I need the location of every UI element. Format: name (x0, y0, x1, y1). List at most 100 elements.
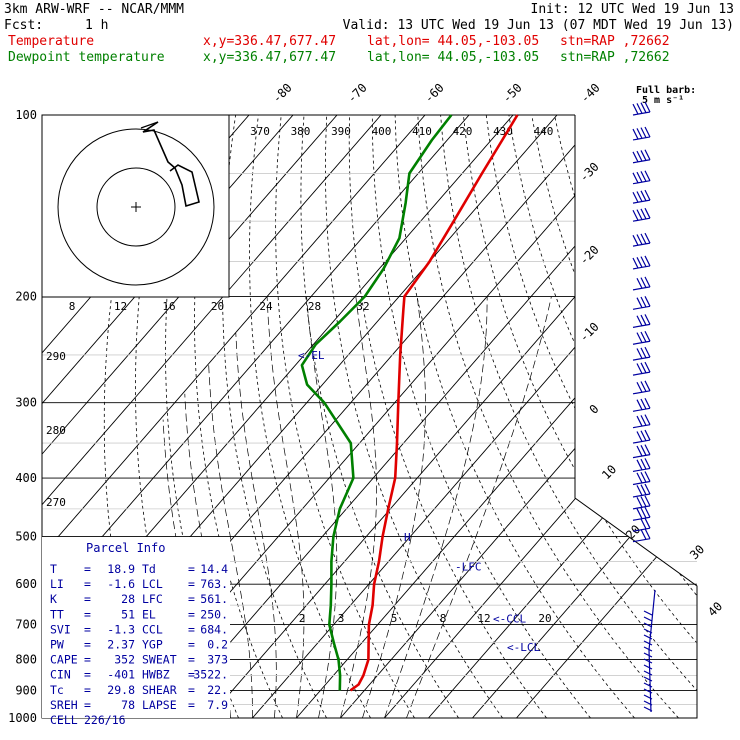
theta-e-label: 400 (372, 125, 392, 138)
model-title: 3km ARW-WRF -- NCAR/MMM (4, 2, 184, 17)
wind-barb (632, 296, 651, 310)
wind-barb (632, 232, 651, 247)
parcel-row-separator: = (188, 638, 195, 652)
moist-adiabat (235, 333, 277, 718)
pressure-tick-label: 500 (15, 529, 37, 543)
valid-time: Valid: 13 UTC Wed 19 Jun 13 (07 MDT Wed … (343, 18, 734, 33)
isotherm (42, 115, 382, 718)
hodograph-scale-tick: 16 (162, 300, 175, 313)
isotherm (296, 115, 697, 718)
parcel-info-panel (42, 537, 230, 718)
pressure-tick-label: 400 (15, 471, 37, 485)
parcel-row-key: HWBZ (142, 668, 170, 682)
hodograph-scale-tick: 12 (114, 300, 127, 313)
pressure-tick-label: 200 (15, 290, 37, 304)
parcel-row-separator: = (84, 683, 91, 697)
barb-legend-title: Full barb: (636, 85, 696, 96)
header: 3km ARW-WRF -- NCAR/MMM Init: 12 UTC Wed… (4, 2, 734, 65)
wind-barb (632, 170, 651, 185)
parcel-row-key: SWEAT (142, 653, 177, 667)
level-marker-label: -LFC (455, 561, 482, 574)
pressure-tick-label: 1000 (8, 711, 37, 725)
parcel-row-key: CIN (50, 668, 71, 682)
pressure-tick-label: 700 (15, 618, 37, 632)
wind-barb (632, 330, 651, 345)
parcel-row-key: T (50, 562, 57, 576)
parcel-row-key: CAPE (50, 653, 78, 667)
wind-barb (632, 346, 651, 361)
hodograph-storm-vector (140, 121, 159, 129)
wind-barb (632, 528, 651, 543)
parcel-row-separator: = (188, 562, 195, 576)
parcel-row-key: LI (50, 577, 64, 591)
parcel-row-separator: = (84, 668, 91, 682)
parcel-row-value: 14.4 (200, 562, 228, 576)
parcel-row-key: SREH (50, 698, 78, 712)
parcel-row-separator: = (84, 562, 91, 576)
mixing-ratio-label: 20 (538, 612, 551, 625)
wind-barb (632, 255, 651, 270)
level-marker-label: <-LCL (507, 641, 540, 654)
theta-e-label: 370 (250, 125, 270, 138)
parcel-row-separator: = (188, 683, 195, 697)
parcel-row-value: 18.9 (107, 562, 135, 576)
theta-e-label: 380 (291, 125, 311, 138)
parcel-row-value: -1.3 (107, 622, 135, 636)
theta-e-label: 420 (453, 125, 473, 138)
dewpoint-station: stn=RAP ,72662 (560, 50, 670, 65)
parcel-row-value: 28 (121, 592, 135, 606)
mixing-ratio-label: 2 (299, 612, 306, 625)
parcel-row-key: Td (142, 562, 156, 576)
wind-barb-low-levels (643, 589, 656, 713)
mixing-ratio-label: 12 (477, 612, 490, 625)
parcel-row-separator: = (84, 653, 91, 667)
parcel-row-separator: = (84, 698, 91, 712)
hodograph-ring (57, 128, 215, 286)
parcel-row-separator: = (84, 592, 91, 606)
parcel-row-value: 29.8 (107, 683, 135, 697)
wind-barb (632, 444, 651, 459)
wind-barb (632, 471, 651, 486)
init-time: Init: 12 UTC Wed 19 Jun 13 (531, 2, 735, 17)
parcel-row-key: K (50, 592, 57, 606)
wind-barb (632, 380, 651, 395)
isotherm (516, 115, 697, 718)
wind-barb (632, 495, 651, 510)
wind-barb (632, 361, 651, 376)
wind-barb (632, 398, 651, 412)
wind-barb (632, 429, 651, 444)
wind-barb (632, 314, 651, 328)
parcel-row-separator: = (84, 607, 91, 621)
wind-barb (632, 149, 651, 164)
parcel-row-separator: = (188, 577, 195, 591)
parcel-row-separator: = (84, 638, 91, 652)
barb-legend-unit: 5 m s⁻¹ (642, 95, 684, 106)
parcel-row-value: 352 (114, 653, 135, 667)
theta-e-label: 410 (412, 125, 432, 138)
parcel-row-value: 373 (207, 653, 228, 667)
level-marker-label: <-EL (298, 349, 325, 362)
parcel-row-value: 78 (121, 698, 135, 712)
theta-label: 290 (46, 350, 66, 363)
parcel-row-value: 22. (207, 683, 228, 697)
forecast-label: Fcst: (4, 18, 43, 33)
theta-label: 280 (46, 424, 66, 437)
dewpoint-latlon: lat,lon= 44.05,-103.05 (367, 50, 539, 65)
mixing-ratio-label: 8 (440, 612, 447, 625)
parcel-row-value: -401 (107, 668, 135, 682)
parcel-row-value: 250. (200, 607, 228, 621)
parcel-row-key: PW (50, 638, 64, 652)
hodograph-trace (142, 121, 200, 208)
wind-barb (632, 189, 651, 204)
parcel-row-separator: = (84, 622, 91, 636)
parcel-row-key: TT (50, 607, 64, 621)
pressure-tick-label: 800 (15, 653, 37, 667)
moist-adiabat (384, 296, 488, 718)
temperature-trace (349, 114, 519, 692)
sounding-traces: <-EL -LFC <-CCL <-LCL H (298, 114, 540, 692)
dewpoint-legend: Dewpoint temperature (8, 50, 165, 65)
isotherm (472, 115, 697, 718)
parcel-row-key: LCL (142, 577, 163, 591)
parcel-row-value: 3522. (193, 668, 228, 682)
